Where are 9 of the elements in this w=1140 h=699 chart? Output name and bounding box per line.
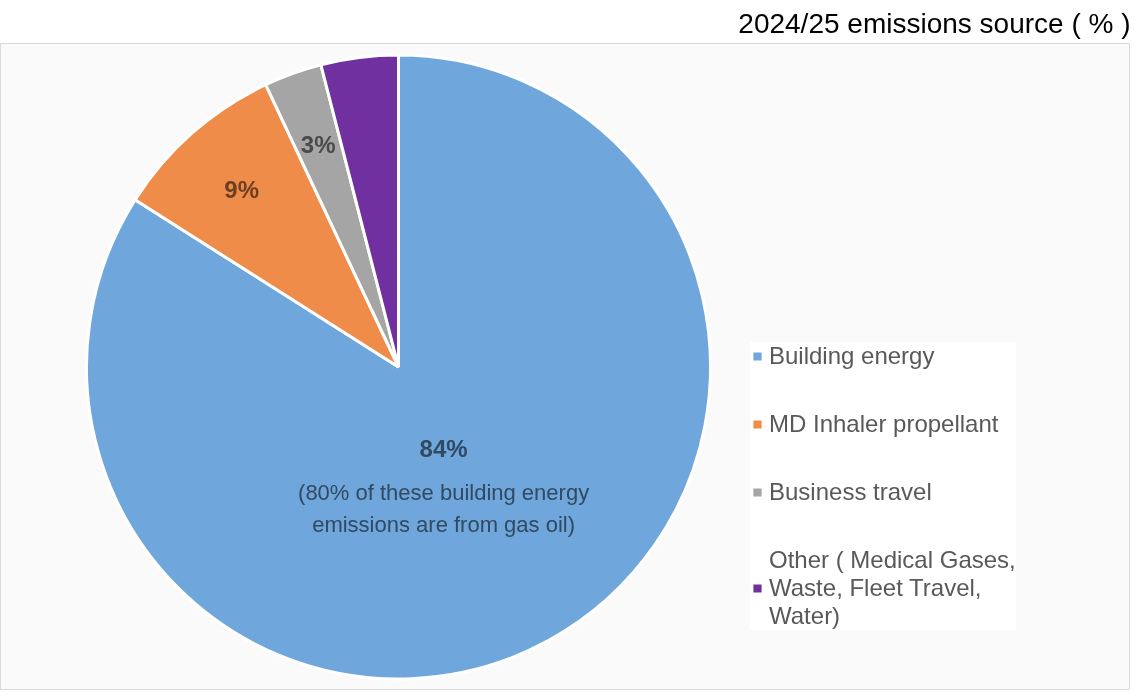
data-label: 3% xyxy=(300,131,336,159)
text: (80% of these building energy emissions are from gas oil) xyxy=(298,479,590,538)
legend-label: Other ( Medical Gases, Waste, Fleet Travel, Water) xyxy=(769,546,1016,630)
legend-label: Business travel xyxy=(769,478,932,506)
legend-label: Building energy xyxy=(769,342,935,370)
legend-label: MD Inhaler propellant xyxy=(769,410,999,438)
data-label: 9% xyxy=(224,176,260,204)
chart-title: 2024/25 emissions source ( % ) xyxy=(738,7,1131,39)
data-label: 84% xyxy=(419,435,468,463)
